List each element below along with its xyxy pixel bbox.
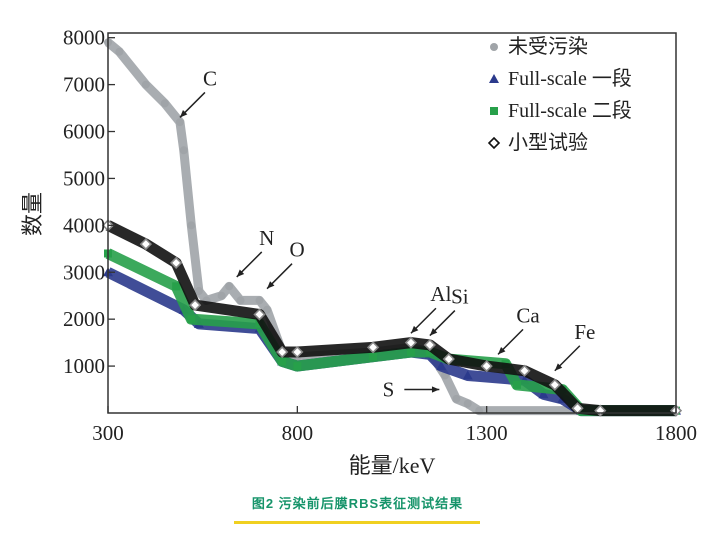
- legend-marker-icon: [490, 43, 498, 51]
- data-point: [278, 357, 287, 366]
- annotation-label: N: [259, 226, 274, 250]
- figure-caption: 图2 污染前后膜RBS表征测试结果: [251, 496, 464, 511]
- arrowhead-icon: [267, 281, 275, 289]
- data-point: [139, 237, 152, 251]
- caption-underline: [234, 521, 480, 524]
- annotation-label: Ca: [516, 303, 540, 327]
- y-tick-label: 1000: [63, 354, 105, 378]
- y-tick-label: 2000: [63, 307, 105, 331]
- legend-item: 小型试验: [487, 131, 588, 154]
- arrowhead-icon: [498, 346, 506, 355]
- data-point: [436, 361, 447, 371]
- data-point: [406, 348, 415, 357]
- data-point: [276, 345, 289, 359]
- data-point: [442, 352, 455, 366]
- legend-marker-icon: [490, 107, 498, 115]
- data-point: [291, 345, 304, 359]
- arrowhead-icon: [236, 269, 245, 277]
- y-tick-label: 4000: [63, 213, 105, 237]
- data-point: [425, 348, 434, 357]
- legend-label: 未受污染: [508, 35, 588, 58]
- annotation-C: C: [179, 66, 217, 118]
- arrowhead-icon: [554, 363, 563, 371]
- data-point: [480, 359, 493, 373]
- y-axis-label: 数量: [20, 192, 45, 236]
- annotation-label: S: [383, 378, 395, 402]
- annotation-N: N: [236, 226, 274, 278]
- x-tick-label: 300: [92, 421, 124, 445]
- data-point: [255, 296, 264, 305]
- data-point: [170, 256, 183, 270]
- data-point: [548, 378, 561, 391]
- series-3: [101, 219, 683, 417]
- data-point: [512, 380, 521, 389]
- data-point: [187, 221, 196, 230]
- data-point: [463, 399, 472, 408]
- plot-frame: [107, 32, 677, 414]
- annotation-label: C: [203, 66, 217, 90]
- legend-label: 小型试验: [508, 131, 588, 154]
- x-tick-label: 1800: [655, 421, 697, 445]
- annotation-Si: Si: [429, 285, 469, 337]
- y-tick-label: 6000: [63, 120, 105, 144]
- data-point: [423, 338, 436, 352]
- data-point: [175, 118, 184, 127]
- data-point: [115, 47, 124, 56]
- data-point: [225, 282, 234, 291]
- legend-item: Full-scale 一段: [489, 67, 632, 90]
- y-tick-label: 5000: [63, 166, 105, 190]
- data-point: [236, 296, 245, 305]
- annotation-O: O: [266, 238, 305, 290]
- arrowhead-icon: [410, 325, 419, 334]
- legend-marker-icon: [489, 74, 499, 83]
- series-line: [105, 38, 676, 416]
- annotation-Al: Al: [410, 282, 452, 334]
- data-point: [452, 394, 461, 403]
- legend-label: Full-scale 一段: [508, 67, 632, 90]
- data-point: [188, 298, 202, 312]
- annotation-label: Fe: [574, 320, 595, 344]
- y-tick-label: 3000: [63, 260, 105, 284]
- legend-item: Full-scale 二段: [490, 99, 632, 122]
- data-point: [462, 370, 473, 380]
- x-tick-label: 1300: [466, 421, 508, 445]
- annotation-label: Si: [451, 285, 469, 309]
- annotation-S: S: [383, 378, 440, 402]
- data-point: [160, 99, 169, 108]
- rbs-chart: 300 800 1300 1800 1000 2000 3000 4000 5000 6000 70…: [20, 26, 697, 478]
- legend-marker-icon: [487, 136, 501, 150]
- data-point: [369, 352, 378, 361]
- arrowhead-icon: [431, 386, 440, 393]
- annotation-label: O: [289, 238, 304, 262]
- x-axis-label: 能量/keV: [349, 453, 436, 478]
- arrowhead-icon: [429, 328, 438, 336]
- annotation-Fe: Fe: [554, 320, 595, 372]
- data-point: [263, 305, 272, 314]
- annotation-label: Al: [430, 282, 451, 306]
- data-point: [194, 287, 203, 296]
- arrowhead-icon: [179, 110, 188, 118]
- data-point: [518, 364, 531, 377]
- y-tick-label: 7000: [63, 73, 105, 97]
- annotation-Ca: Ca: [497, 303, 540, 355]
- data-point: [179, 146, 188, 155]
- data-point: [253, 308, 266, 321]
- data-point: [293, 362, 302, 371]
- data-point: [404, 336, 418, 349]
- data-point: [172, 282, 181, 291]
- y-tick-label: 8000: [63, 26, 105, 50]
- legend-item: 未受污染: [490, 35, 588, 58]
- data-point: [366, 341, 380, 354]
- data-point: [538, 389, 549, 399]
- data-point: [217, 291, 226, 300]
- data-point: [187, 315, 196, 324]
- data-point: [141, 80, 150, 89]
- legend-label: Full-scale 二段: [508, 99, 632, 122]
- x-tick-label: 800: [282, 421, 314, 445]
